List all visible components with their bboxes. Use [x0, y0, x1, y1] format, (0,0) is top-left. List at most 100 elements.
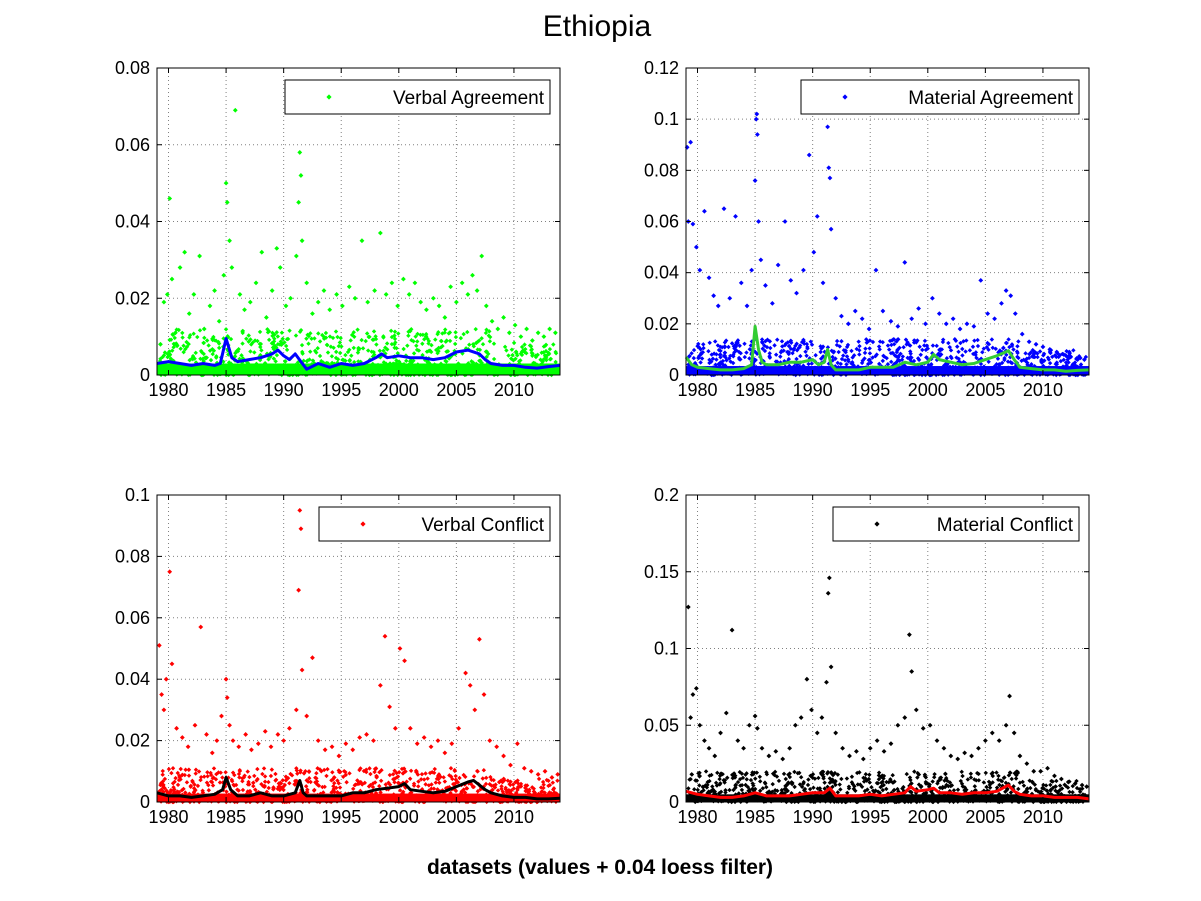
point-cloud-baseline	[157, 363, 560, 375]
data-point-cloud	[731, 771, 737, 776]
data-point-cloud	[343, 769, 348, 775]
data-point-cloud	[1000, 360, 1005, 366]
data-point-cloud	[349, 353, 354, 358]
data-point-cloud	[384, 341, 390, 346]
data-point-cloud	[369, 349, 374, 354]
data-point	[428, 744, 434, 750]
data-point-cloud	[1015, 344, 1020, 349]
data-point-cloud	[865, 361, 871, 367]
data-point-cloud	[436, 772, 442, 777]
data-point	[690, 221, 696, 227]
data-point-cloud	[206, 788, 212, 793]
data-point-cloud	[216, 341, 222, 346]
data-point-cloud	[762, 343, 767, 348]
y-tick-label: 0	[140, 792, 150, 812]
data-point-cloud	[867, 338, 873, 343]
data-point-cloud	[975, 770, 980, 776]
data-point-cloud	[930, 779, 935, 784]
data-point-cloud	[531, 360, 536, 366]
data-point-cloud	[1048, 782, 1053, 788]
data-point-cloud	[306, 341, 311, 346]
data-point-cloud	[707, 778, 712, 784]
x-tick-label: 2010	[494, 807, 534, 827]
data-point	[826, 165, 832, 171]
data-point	[729, 627, 735, 633]
data-point-cloud	[793, 343, 798, 349]
data-point-cloud	[397, 788, 403, 793]
data-point-cloud	[392, 342, 397, 347]
data-point-cloud	[850, 355, 855, 360]
data-point	[219, 713, 224, 719]
subplot-3: 1980 1985 1990 1995 2000 2005 2010 0 0.02 0.04 0.0…	[115, 485, 561, 827]
data-point	[169, 661, 175, 667]
data-point-cloud	[200, 790, 206, 795]
data-point	[167, 196, 173, 201]
data-point-cloud	[340, 357, 345, 362]
data-point-cloud	[900, 354, 906, 359]
data-point-cloud	[240, 787, 246, 793]
data-point-cloud	[743, 772, 748, 777]
data-point-cloud	[419, 772, 425, 777]
data-point	[470, 272, 475, 278]
data-point-cloud	[513, 356, 518, 361]
data-point-cloud	[714, 783, 720, 788]
data-point-cloud	[801, 337, 806, 343]
data-point	[1019, 331, 1025, 337]
data-point	[763, 283, 768, 288]
data-point-cloud	[870, 339, 876, 345]
data-point-cloud	[692, 787, 697, 792]
data-point-cloud	[484, 349, 489, 354]
data-point	[1012, 311, 1018, 316]
data-point	[424, 307, 429, 313]
data-point-cloud	[513, 779, 518, 785]
data-point-cloud	[700, 350, 706, 355]
data-point-cloud	[266, 785, 271, 791]
data-point	[749, 267, 755, 273]
data-point-cloud	[981, 780, 987, 785]
x-tick-label: 1995	[321, 380, 361, 400]
data-point	[547, 326, 553, 332]
data-point-cloud	[714, 357, 719, 362]
data-point-cloud	[183, 767, 188, 772]
data-point-cloud	[182, 772, 188, 778]
data-point-cloud	[723, 338, 729, 343]
data-point-cloud	[254, 778, 259, 783]
data-point-cloud	[1007, 354, 1013, 360]
data-point-cloud	[896, 789, 901, 794]
data-point	[902, 260, 908, 265]
data-point-cloud	[181, 349, 186, 355]
data-point-cloud	[937, 347, 942, 353]
loess-line	[684, 324, 1090, 373]
data-point-cloud	[965, 777, 971, 782]
data-point-cloud	[197, 328, 203, 333]
data-point-cloud	[718, 360, 723, 366]
data-point-cloud	[372, 352, 377, 357]
data-point-cloud	[1080, 786, 1085, 791]
data-point-cloud	[987, 785, 993, 790]
data-point-cloud	[770, 789, 775, 794]
data-point-cloud	[272, 336, 277, 341]
data-point	[223, 180, 229, 186]
data-point-cloud	[1021, 357, 1026, 362]
data-point-cloud	[172, 787, 177, 792]
data-point-cloud	[808, 339, 813, 344]
data-point-cloud	[437, 780, 442, 786]
data-point-cloud	[750, 772, 756, 777]
data-point-cloud	[791, 346, 797, 351]
data-point-cloud	[1055, 789, 1060, 795]
data-point-cloud	[259, 781, 264, 787]
data-point-cloud	[752, 349, 758, 354]
data-point	[690, 692, 696, 697]
data-point	[943, 321, 949, 327]
data-point-cloud	[1026, 355, 1032, 361]
data-point-cloud	[972, 777, 977, 782]
data-point-cloud	[429, 782, 434, 787]
data-point-cloud	[245, 789, 250, 794]
point-cloud-baseline	[157, 793, 560, 802]
data-point-cloud	[772, 791, 778, 796]
data-point-cloud	[805, 346, 810, 351]
data-point-cloud	[758, 779, 763, 784]
data-point-cloud	[424, 334, 429, 339]
data-point-cloud	[862, 775, 868, 781]
data-point-cloud	[461, 331, 466, 337]
